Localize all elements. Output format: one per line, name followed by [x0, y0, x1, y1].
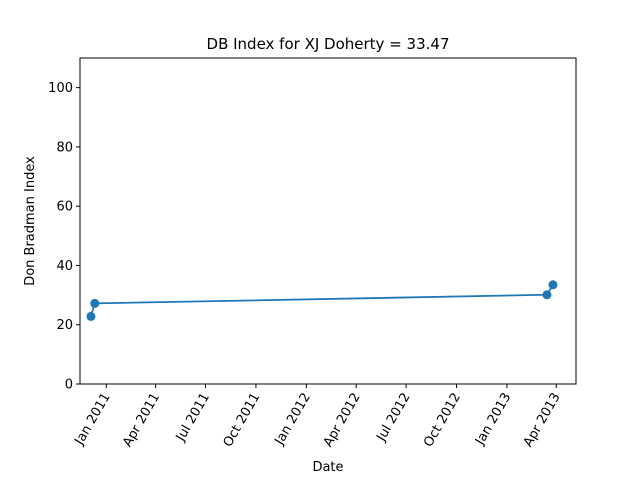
y-tick-label: 60	[56, 200, 73, 215]
y-axis: 0 20 40 60 80 100	[48, 81, 80, 393]
x-axis-label: Date	[312, 460, 343, 475]
data-point	[548, 280, 558, 290]
series-layer	[86, 280, 558, 321]
chart-title: DB Index for XJ Doherty = 33.47	[207, 35, 450, 53]
y-tick-label: 80	[56, 140, 73, 155]
data-point	[90, 298, 100, 308]
y-tick-label: 0	[65, 378, 73, 393]
plot-area	[79, 57, 577, 385]
data-point	[86, 311, 96, 321]
y-axis-label: Don Bradman Index	[23, 156, 38, 286]
y-tick-label: 100	[48, 81, 73, 96]
y-tick-label: 20	[56, 318, 73, 333]
y-tick-label: 40	[56, 259, 73, 274]
data-point	[542, 290, 552, 300]
series-line	[90, 284, 554, 317]
